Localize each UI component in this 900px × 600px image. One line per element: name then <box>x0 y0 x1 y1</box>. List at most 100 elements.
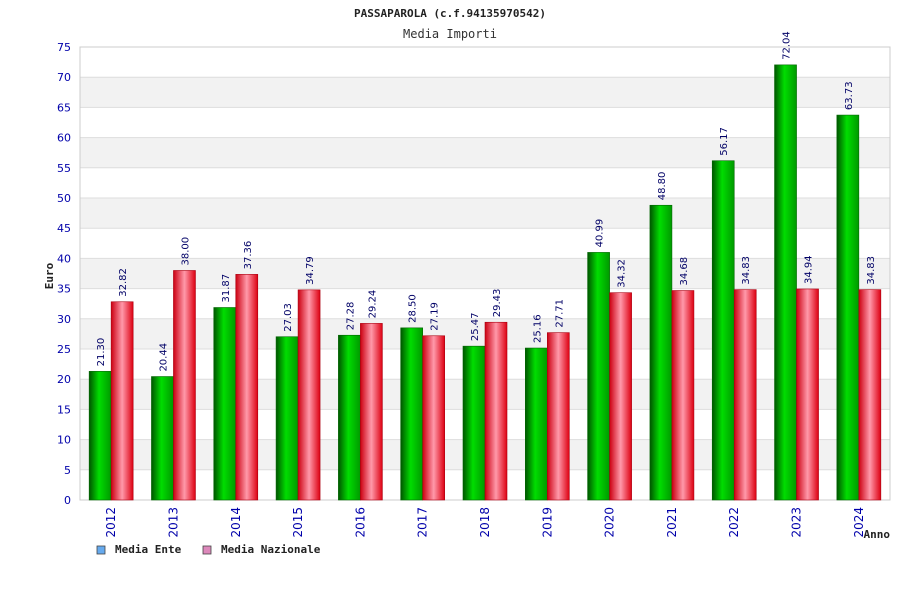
plot-band <box>80 228 890 259</box>
bar-media-nazionale-2016 <box>360 323 383 501</box>
data-label: 72.04 <box>782 31 793 60</box>
data-label: 27.71 <box>554 299 565 328</box>
bar-media-nazionale-2012 <box>110 301 134 501</box>
y-tick-label: 65 <box>57 101 71 114</box>
x-tick-label: 2024 <box>852 507 866 538</box>
bar-media-nazionale-2017 <box>422 335 445 501</box>
bar-media-nazionale-2018 <box>484 321 508 501</box>
data-label: 34.68 <box>679 257 690 286</box>
data-label: 27.28 <box>345 302 356 331</box>
x-tick-label: 2019 <box>540 507 554 538</box>
bar-media-nazionale-2022 <box>733 289 757 501</box>
y-tick-label: 0 <box>64 494 71 507</box>
data-label: 34.83 <box>741 256 752 285</box>
bar-media-ente-2019 <box>525 347 548 501</box>
data-label: 27.03 <box>283 303 294 332</box>
y-tick-label: 60 <box>57 132 71 145</box>
y-tick-label: 70 <box>57 71 71 84</box>
bar-media-ente-2023 <box>774 64 797 501</box>
bar-media-nazionale-2021 <box>671 290 695 501</box>
x-tick-label: 2021 <box>665 507 679 538</box>
bars <box>88 64 882 501</box>
y-tick-label: 55 <box>57 162 71 175</box>
y-tick-label: 30 <box>57 313 71 326</box>
x-tick-label: 2013 <box>166 507 180 538</box>
y-tick-label: 25 <box>57 343 71 356</box>
y-tick-label: 75 <box>57 41 71 54</box>
x-tick-label: 2015 <box>291 507 305 538</box>
y-tick-label: 5 <box>64 464 71 477</box>
legend-label-media-ente: Media Ente <box>115 543 182 556</box>
chart-title: PASSAPAROLA (c.f.94135970542) <box>354 7 546 20</box>
bar-media-nazionale-2024 <box>858 289 882 501</box>
data-label: 48.80 <box>657 172 668 201</box>
bar-media-nazionale-2023 <box>796 288 819 501</box>
bar-media-nazionale-2015 <box>297 289 321 501</box>
x-tick-label: 2018 <box>478 507 492 538</box>
data-label: 34.32 <box>617 259 628 288</box>
x-tick-label: 2023 <box>790 507 804 538</box>
data-label: 56.17 <box>719 127 730 156</box>
bar-media-ente-2024 <box>836 114 860 501</box>
data-label: 31.87 <box>221 274 232 303</box>
plot-band <box>80 107 890 138</box>
plot-band <box>80 198 890 229</box>
x-axis-ticks: 2012 2013 2014 2015 2016 2017 2018 2019 2020 2021… <box>104 507 866 538</box>
data-label: 32.82 <box>118 268 129 297</box>
bar-media-nazionale-2013 <box>173 270 196 501</box>
data-label: 34.83 <box>866 256 877 285</box>
data-label: 29.43 <box>492 289 503 318</box>
plot-band <box>80 47 890 78</box>
legend-swatch-media-ente <box>96 545 106 555</box>
data-label: 38.00 <box>180 237 191 266</box>
data-label: 28.50 <box>408 294 419 323</box>
x-tick-label: 2012 <box>104 507 118 538</box>
bar-media-ente-2013 <box>151 376 174 501</box>
data-label: 27.19 <box>430 302 441 331</box>
y-axis-title: Euro <box>43 262 56 289</box>
bar-media-ente-2021 <box>649 204 673 501</box>
data-label: 34.94 <box>804 255 815 284</box>
bar-media-ente-2017 <box>400 327 423 501</box>
bar-media-ente-2012 <box>88 371 112 501</box>
plot-band <box>80 288 890 319</box>
data-label: 29.24 <box>367 290 378 319</box>
legend: Media Ente Media Nazionale <box>96 543 321 556</box>
chart-subtitle: Media Importi <box>403 27 497 41</box>
data-label: 21.30 <box>96 338 107 367</box>
bar-media-ente-2014 <box>213 307 237 501</box>
x-tick-label: 2016 <box>353 507 367 538</box>
y-tick-label: 50 <box>57 192 71 205</box>
x-tick-label: 2017 <box>416 507 430 538</box>
bar-media-nazionale-2014 <box>235 274 259 501</box>
x-tick-label: 2022 <box>727 507 741 538</box>
bar-media-ente-2016 <box>338 334 361 501</box>
y-tick-label: 45 <box>57 222 71 235</box>
y-axis-ticks: 0 5 10 15 20 25 30 35 40 45 50 55 60 65 70 75 <box>57 41 71 507</box>
plot-band <box>80 167 890 198</box>
plot-band <box>80 77 890 108</box>
bar-media-ente-2020 <box>587 252 610 501</box>
x-tick-label: 2014 <box>229 507 243 538</box>
bar-media-nazionale-2019 <box>547 332 570 501</box>
plot-band <box>80 258 890 289</box>
legend-swatch-media-nazionale <box>202 545 212 555</box>
y-tick-label: 20 <box>57 373 71 386</box>
data-label: 20.44 <box>158 343 169 372</box>
y-tick-label: 10 <box>57 434 71 447</box>
data-label: 40.99 <box>595 219 606 248</box>
legend-label-media-nazionale: Media Nazionale <box>221 543 321 556</box>
x-axis-title: Anno <box>864 528 891 541</box>
bar-media-nazionale-2020 <box>609 292 632 501</box>
x-tick-label: 2020 <box>603 507 617 538</box>
y-tick-label: 35 <box>57 283 71 296</box>
bar-media-ente-2018 <box>462 345 486 501</box>
data-label: 25.16 <box>532 314 543 343</box>
data-label: 37.36 <box>243 241 254 270</box>
data-labels: 21.30 32.82 20.44 38.00 31.87 37.36 27.03 34.79… <box>96 31 877 371</box>
y-tick-label: 40 <box>57 252 71 265</box>
data-label: 34.79 <box>305 256 316 285</box>
bar-media-ente-2022 <box>711 160 735 501</box>
y-tick-label: 15 <box>57 403 71 416</box>
